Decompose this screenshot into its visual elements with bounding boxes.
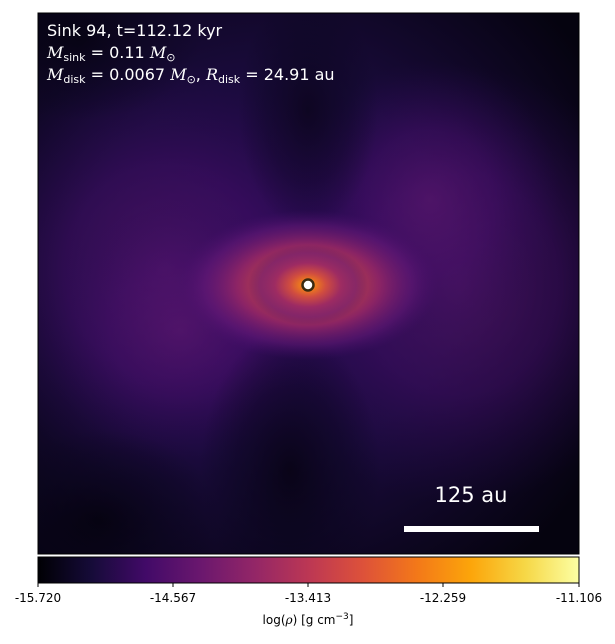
cbar-label-suffix: ) [g cm (292, 613, 336, 627)
sink-title: Sink 94, t=112.12 kyr (47, 21, 223, 40)
msink-value: = 0.11 (85, 43, 150, 62)
rdisk-subscript: disk (218, 73, 241, 86)
cbar-label-end: ] (348, 613, 354, 627)
colorbar-label: log(ρ) [g cm−3] (263, 612, 354, 627)
cbar-label-prefix: log( (262, 613, 286, 627)
msink-subscript: sink (63, 51, 86, 64)
solar-subscript: ⊙ (166, 51, 176, 64)
colorbar-tick-label: -15.720 (14, 591, 62, 605)
colorbar-tick-label: -11.106 (555, 591, 603, 605)
colorbar-ticks (37, 583, 580, 587)
colorbar-tick-label: -14.567 (149, 591, 197, 605)
scale-bar-label: 125 au (434, 483, 508, 507)
rdisk-symbol: R (205, 65, 219, 84)
mdisk-subscript: disk (63, 73, 86, 86)
separator: , (195, 65, 206, 84)
solar-mass-symbol: M (149, 43, 167, 62)
solar-mass-symbol-2: M (170, 65, 187, 84)
cbar-label-exponent: −3 (335, 612, 349, 622)
disk-properties: Mdisk = 0.0067 M⊙, Rdisk = 24.91 au (47, 64, 335, 90)
solar-subscript-2: ⊙ (186, 73, 196, 86)
colorbar-tick-label: -12.259 (419, 591, 467, 605)
msink-symbol: M (47, 43, 64, 62)
cbar-label-symbol: ρ (285, 613, 293, 627)
colorbar (37, 556, 580, 584)
mdisk-symbol: M (47, 65, 64, 84)
density-map (38, 13, 579, 554)
scale-bar (404, 526, 539, 532)
sink-mass: Msink = 0.11 M⊙ (47, 42, 175, 68)
sink-marker (301, 278, 315, 292)
colorbar-tick-label: -13.413 (284, 591, 332, 605)
mdisk-value: = 0.0067 (85, 65, 171, 84)
rdisk-value: = 24.91 au (240, 65, 335, 84)
